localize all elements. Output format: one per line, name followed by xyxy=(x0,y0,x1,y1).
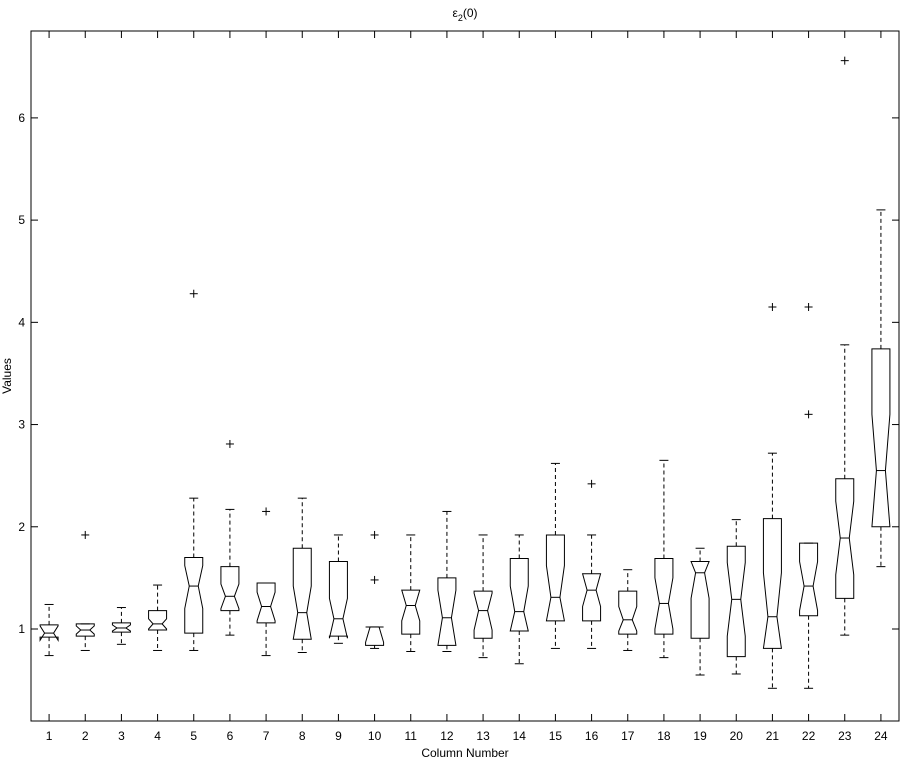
box-5 xyxy=(184,289,204,651)
x-axis-label: Column Number xyxy=(421,746,508,760)
box-4 xyxy=(148,584,168,651)
box-body xyxy=(690,561,710,639)
box-22 xyxy=(799,303,819,689)
x-tick-label: 1 xyxy=(46,729,53,743)
y-tick-label: 3 xyxy=(18,418,25,432)
x-tick-label: 10 xyxy=(368,729,382,743)
box-23 xyxy=(835,56,855,636)
outlier-marker xyxy=(262,507,271,516)
y-tick-label: 5 xyxy=(18,213,25,227)
box-8 xyxy=(292,497,312,654)
box-body xyxy=(726,545,746,658)
x-tick-label: 23 xyxy=(838,729,852,743)
x-tick-label: 13 xyxy=(476,729,490,743)
box-20 xyxy=(726,519,746,675)
box-13 xyxy=(473,534,493,659)
box-body xyxy=(220,566,240,612)
x-tick-label: 3 xyxy=(118,729,125,743)
box-body xyxy=(509,557,529,632)
box-body xyxy=(581,573,602,622)
box-body xyxy=(799,542,819,617)
x-tick-label: 2 xyxy=(82,729,89,743)
outlier-marker xyxy=(840,56,849,65)
box-body xyxy=(545,534,566,622)
box-1 xyxy=(39,603,59,657)
outlier-marker xyxy=(804,410,813,419)
box-body xyxy=(292,547,312,640)
x-tick-label: 4 xyxy=(154,729,161,743)
y-tick-label: 2 xyxy=(18,520,25,534)
outlier-marker xyxy=(370,575,379,584)
box-body xyxy=(75,623,95,637)
x-axis: 1 2 3 4 5 6 7 8 9 10 11 12 13 14 15 16 17 18 19 20 21 22 23 24 xyxy=(46,31,888,743)
box-body xyxy=(328,561,348,639)
box-body xyxy=(473,590,493,639)
y-tick-label: 1 xyxy=(18,622,25,636)
y-tick-label: 6 xyxy=(18,111,25,125)
box-3 xyxy=(111,607,131,645)
x-tick-label: 11 xyxy=(405,729,418,743)
x-tick-label: 17 xyxy=(621,729,635,743)
box-series xyxy=(39,56,891,689)
y-axis-label: Values xyxy=(0,358,14,394)
x-tick-label: 21 xyxy=(766,729,780,743)
box-12 xyxy=(437,510,457,652)
outlier-marker xyxy=(81,530,90,539)
outlier-marker xyxy=(189,289,198,298)
x-tick-label: 9 xyxy=(335,729,342,743)
x-tick-label: 16 xyxy=(585,729,599,743)
plot-frame xyxy=(30,30,900,722)
box-body xyxy=(148,610,168,631)
box-6 xyxy=(220,439,240,636)
x-tick-label: 20 xyxy=(730,729,744,743)
box-body xyxy=(184,556,204,634)
outlier-marker xyxy=(225,439,234,448)
box-14 xyxy=(509,534,529,665)
x-tick-label: 18 xyxy=(657,729,671,743)
box-body xyxy=(256,582,276,624)
x-tick-label: 19 xyxy=(693,729,707,743)
box-18 xyxy=(654,459,674,659)
x-tick-label: 12 xyxy=(440,729,454,743)
outlier-marker xyxy=(804,303,813,311)
box-body xyxy=(401,589,421,635)
box-body xyxy=(762,518,782,649)
box-15 xyxy=(545,462,566,649)
outlier-marker xyxy=(768,303,777,311)
x-tick-label: 22 xyxy=(802,729,816,743)
x-tick-label: 24 xyxy=(874,729,888,743)
box-10 xyxy=(365,530,385,649)
x-tick-label: 7 xyxy=(263,729,270,743)
box-19 xyxy=(690,547,710,676)
box-9 xyxy=(328,534,348,644)
box-body xyxy=(39,624,59,642)
box-body xyxy=(871,348,891,528)
x-tick-label: 14 xyxy=(513,729,527,743)
chart-title: ε2(0) xyxy=(452,6,477,23)
box-body xyxy=(835,478,855,599)
outlier-marker xyxy=(587,479,596,488)
box-body xyxy=(365,626,385,646)
box-body xyxy=(111,622,131,633)
box-16 xyxy=(581,479,602,649)
box-body xyxy=(654,557,674,635)
box-7 xyxy=(256,507,276,657)
box-11 xyxy=(401,534,421,652)
box-body xyxy=(437,577,457,646)
x-tick-label: 6 xyxy=(227,729,234,743)
box-17 xyxy=(618,569,638,651)
outlier-marker xyxy=(370,530,379,539)
y-axis: 1 2 3 4 5 6 xyxy=(18,111,899,636)
x-tick-label: 15 xyxy=(549,729,563,743)
x-tick-label: 5 xyxy=(190,729,197,743)
box-body xyxy=(618,590,638,635)
box-21 xyxy=(762,303,782,689)
y-tick-label: 4 xyxy=(18,315,25,329)
box-2 xyxy=(75,530,95,651)
x-tick-label: 8 xyxy=(299,729,306,743)
box-24 xyxy=(871,209,891,568)
